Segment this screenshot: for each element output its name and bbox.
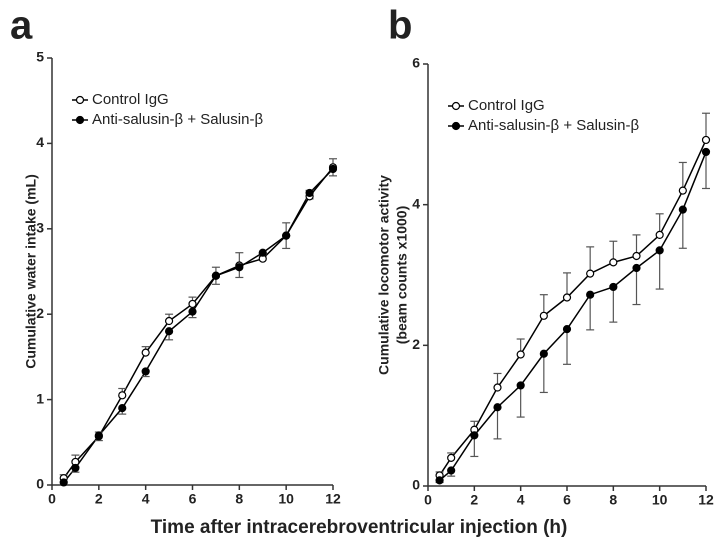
marker	[516, 350, 525, 359]
marker	[94, 431, 103, 440]
x-tick-label: 2	[95, 491, 103, 507]
marker	[539, 349, 548, 358]
y-axis-label: Cumulative locomotor activity	[376, 175, 392, 375]
marker	[282, 231, 291, 240]
x-tick-label: 10	[652, 492, 668, 508]
marker	[328, 164, 338, 174]
y-axis-label: (beam counts x1000)	[394, 206, 410, 345]
marker	[211, 271, 221, 280]
y-tick-label: 2	[36, 305, 44, 321]
x-tick-label: 12	[325, 491, 341, 507]
marker	[470, 431, 479, 440]
legend-label: Control IgG	[92, 91, 169, 108]
legend-label: Control IgG	[468, 97, 545, 114]
y-tick-label: 1	[36, 390, 44, 406]
y-tick-label: 0	[36, 476, 44, 492]
marker	[258, 248, 267, 257]
series-line	[63, 166, 334, 479]
y-tick-label: 0	[412, 477, 420, 493]
panel-label: b	[388, 4, 412, 48]
marker	[586, 269, 595, 278]
series-line	[439, 151, 707, 481]
legend-label: Anti-salusin-β + Salusin-β	[92, 111, 263, 128]
y-tick-label: 4	[36, 134, 44, 150]
marker	[305, 188, 314, 198]
marker	[701, 147, 711, 157]
x-tick-label: 6	[563, 492, 571, 508]
marker	[235, 263, 244, 272]
marker	[655, 246, 664, 255]
y-tick-label: 2	[412, 336, 420, 352]
y-axis-label: Cumulative water intake (mL)	[23, 174, 39, 369]
series-line	[63, 168, 334, 483]
marker	[586, 290, 595, 299]
marker	[562, 325, 572, 334]
x-tick-label: 4	[517, 492, 525, 508]
marker	[678, 205, 687, 214]
marker	[562, 293, 572, 302]
y-tick-label: 6	[412, 55, 420, 71]
x-tick-label: 4	[142, 491, 150, 507]
marker	[164, 327, 174, 336]
marker	[678, 186, 687, 195]
marker	[118, 391, 127, 400]
marker	[141, 367, 150, 376]
marker	[609, 258, 618, 267]
y-tick-label: 3	[36, 220, 44, 236]
y-tick-label: 4	[412, 195, 420, 211]
marker	[516, 381, 525, 390]
marker	[493, 403, 502, 412]
marker	[71, 463, 80, 473]
legend-marker	[75, 115, 85, 125]
marker	[493, 383, 502, 392]
marker	[632, 251, 641, 261]
x-tick-label: 0	[424, 492, 432, 508]
marker	[118, 404, 127, 413]
x-tick-label: 8	[609, 492, 617, 508]
marker	[609, 282, 618, 292]
legend-marker	[451, 121, 461, 131]
x-tick-label: 6	[189, 491, 197, 507]
legend-label: Anti-salusin-β + Salusin-β	[468, 117, 639, 134]
x-tick-label: 10	[278, 491, 294, 507]
x-tick-label: 12	[698, 492, 714, 508]
x-axis-label: Time after intracerebroventricular injec…	[151, 517, 568, 538]
marker	[701, 135, 711, 145]
marker	[447, 466, 456, 475]
series-line	[438, 139, 707, 476]
x-tick-label: 2	[470, 492, 478, 508]
marker	[141, 348, 150, 357]
marker	[435, 476, 444, 485]
marker	[188, 307, 197, 316]
marker	[59, 478, 68, 487]
panel-label: a	[10, 4, 33, 48]
y-tick-label: 5	[36, 49, 44, 65]
legend-marker	[75, 95, 85, 105]
x-tick-label: 0	[48, 491, 56, 507]
x-tick-label: 8	[235, 491, 243, 507]
marker	[164, 316, 174, 326]
marker	[655, 230, 664, 240]
marker	[188, 299, 197, 309]
marker	[632, 263, 641, 273]
marker	[539, 311, 548, 320]
legend-marker	[451, 101, 461, 111]
marker	[447, 453, 456, 462]
